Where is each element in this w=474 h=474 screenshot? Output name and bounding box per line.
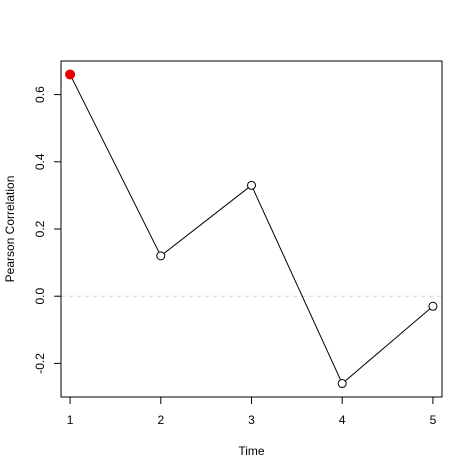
- x-axis: 1 2 3 4 5: [67, 396, 437, 427]
- data-point: [156, 251, 166, 261]
- x-tick-label: 1: [67, 413, 74, 427]
- y-tick-label: 0.0: [33, 288, 47, 305]
- data-point: [428, 301, 438, 311]
- y-axis: -0.2 0.0 0.2 0.4 0.6: [33, 86, 62, 374]
- y-tick-label: 0.4: [33, 153, 47, 170]
- highlight-point: [65, 69, 76, 80]
- y-tick-label: -0.2: [33, 353, 47, 374]
- data-point: [247, 180, 256, 190]
- y-axis-title: Pearson Correlation: [3, 176, 17, 283]
- x-tick-label: 3: [248, 413, 255, 427]
- x-tick-label: 2: [157, 413, 164, 427]
- data-point: [337, 379, 347, 389]
- x-axis-title: Time: [238, 444, 265, 458]
- data-points: [65, 69, 438, 389]
- x-tick-label: 4: [339, 413, 346, 427]
- x-tick-label: 5: [430, 413, 437, 427]
- y-tick-label: 0.2: [33, 220, 47, 237]
- y-tick-label: 0.6: [33, 86, 47, 103]
- series-line: [69, 74, 434, 385]
